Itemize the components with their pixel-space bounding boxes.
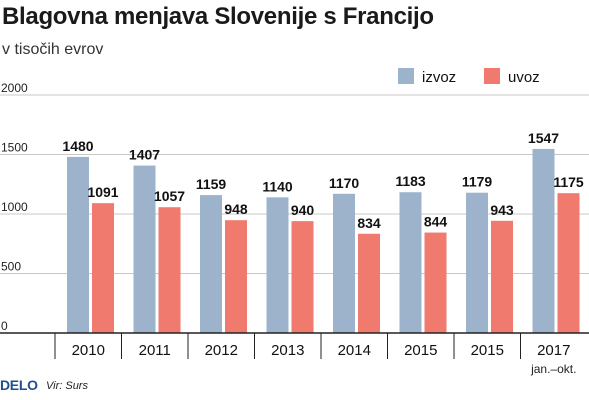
data-label: 1170 bbox=[329, 175, 360, 191]
x-axis: 2010 2011 2012 2013 2014 2015 2015 2017 jan.–okt… bbox=[0, 332, 589, 376]
y-tick-label: 500 bbox=[1, 260, 21, 274]
bar-uvoz-2013 bbox=[291, 221, 314, 333]
bar-uvoz-2011 bbox=[158, 207, 181, 333]
x-tick-sublabel: jan.–okt. bbox=[530, 362, 576, 376]
data-label: 1547 bbox=[528, 130, 559, 146]
legend-swatch-izvoz bbox=[398, 68, 414, 84]
bar-uvoz-2010 bbox=[92, 203, 114, 333]
data-label: 940 bbox=[291, 202, 315, 218]
data-label: 1407 bbox=[129, 147, 160, 163]
x-tick-label: 2015 bbox=[471, 342, 504, 359]
chart-subtitle: v tisočih evrov bbox=[2, 41, 104, 58]
x-tick-label: 2011 bbox=[139, 342, 171, 359]
y-tick-label: 2000 bbox=[1, 81, 28, 95]
legend-label: izvoz bbox=[422, 69, 456, 86]
data-label: 1140 bbox=[262, 178, 293, 194]
data-label: 948 bbox=[224, 201, 248, 217]
bar-uvoz-2015 bbox=[491, 220, 513, 333]
data-label: 1175 bbox=[553, 174, 584, 190]
bar-uvoz-2017 bbox=[557, 193, 580, 333]
value-labels: 1480 1407 1159 1140 1170 1183 1179 1547 1091 1057… bbox=[62, 130, 583, 231]
bars bbox=[67, 148, 580, 333]
legend-swatch-uvoz bbox=[484, 68, 500, 84]
data-label: 834 bbox=[357, 215, 381, 231]
x-tick-label: 2013 bbox=[271, 342, 304, 359]
y-tick-label: 1000 bbox=[1, 200, 28, 214]
bar-izvoz-2015 bbox=[466, 192, 488, 333]
data-label: 1480 bbox=[62, 138, 93, 154]
legend: izvoz uvoz bbox=[398, 68, 540, 86]
data-label: 1057 bbox=[154, 188, 185, 204]
bar-izvoz-2017 bbox=[532, 148, 555, 333]
publisher-logo: DELO bbox=[0, 377, 38, 393]
bar-uvoz-2012 bbox=[225, 220, 247, 333]
data-label: 943 bbox=[490, 202, 514, 218]
chart-title: Blagovna menjava Slovenije s Francijo bbox=[2, 3, 434, 30]
x-tick-label: 2012 bbox=[205, 342, 238, 359]
bar-uvoz-2014 bbox=[358, 233, 380, 333]
source-note: Vir: Surs bbox=[46, 380, 88, 392]
x-tick-label: 2014 bbox=[338, 342, 371, 359]
bar-izvoz-2013 bbox=[266, 197, 289, 333]
legend-label: uvoz bbox=[508, 69, 540, 86]
data-label: 1091 bbox=[87, 184, 118, 200]
y-tick-label: 0 bbox=[1, 319, 8, 333]
bar-uvoz-2015 bbox=[424, 232, 447, 333]
x-tick-label: 2010 bbox=[72, 342, 105, 359]
bar-izvoz-2015 bbox=[399, 192, 422, 333]
data-label: 1179 bbox=[462, 174, 493, 190]
y-tick-label: 1500 bbox=[1, 141, 28, 155]
bar-izvoz-2012 bbox=[200, 195, 222, 333]
bar-izvoz-2010 bbox=[67, 156, 89, 333]
data-label: 844 bbox=[424, 214, 448, 230]
x-tick-label: 2017 bbox=[537, 342, 570, 359]
data-label: 1159 bbox=[196, 176, 227, 192]
bar-izvoz-2011 bbox=[133, 165, 156, 333]
y-axis-ticks: 0 500 1000 1500 2000 bbox=[1, 81, 28, 333]
x-tick-label: 2015 bbox=[404, 342, 437, 359]
data-label: 1183 bbox=[395, 173, 426, 189]
bar-izvoz-2014 bbox=[333, 193, 355, 333]
